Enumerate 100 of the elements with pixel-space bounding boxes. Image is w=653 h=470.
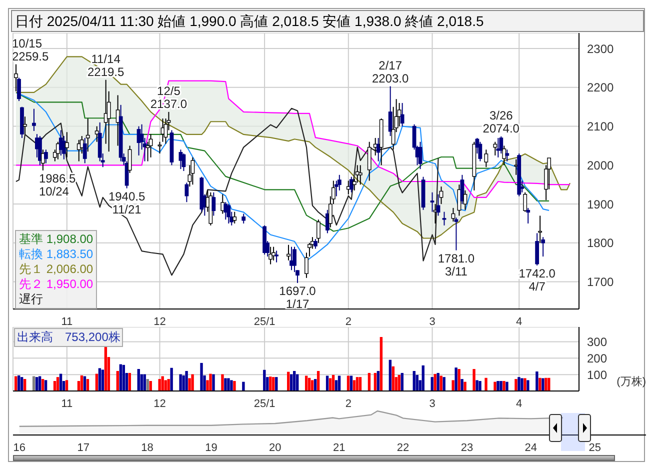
bar	[526, 380, 530, 391]
x-tick-label: 2	[345, 398, 352, 410]
annotation: 1697.0 1/17	[279, 284, 316, 311]
bar	[35, 377, 38, 391]
bar	[430, 377, 434, 391]
candlestick	[367, 141, 372, 182]
bar	[388, 360, 392, 391]
candlestick	[94, 126, 99, 142]
candlestick	[226, 204, 231, 224]
candlestick	[232, 211, 237, 224]
bar	[263, 370, 266, 391]
candlestick	[358, 164, 362, 186]
y-tick-label: 100	[587, 368, 608, 382]
candlestick	[484, 149, 488, 168]
bar	[350, 376, 353, 391]
bar	[230, 380, 233, 391]
x-tick-label: 22	[396, 442, 410, 454]
x-tick-label: 23	[460, 442, 474, 454]
candlestick	[274, 250, 278, 263]
x-tick-label: 11	[61, 398, 73, 410]
bar	[182, 375, 185, 391]
text: 転換 1,883.50	[19, 247, 94, 262]
candlestick	[44, 149, 48, 164]
y-tick-label: 300	[587, 335, 608, 350]
candlestick	[388, 86, 392, 137]
bar	[275, 377, 278, 391]
bar	[400, 372, 404, 391]
chart-title: 日付 2025/04/11 11:30 始値 1,990.0 高値 2,018.5 安値 1,938.0 終値 2,018.5	[11, 10, 644, 32]
candlestick	[23, 116, 27, 135]
bar	[161, 376, 164, 391]
bar	[392, 366, 395, 391]
candlestick	[38, 136, 42, 166]
candlestick	[286, 244, 290, 261]
bar	[442, 377, 446, 391]
bar	[374, 372, 377, 391]
candlestick	[17, 77, 21, 102]
x-tick-label: 3	[429, 316, 436, 328]
text: 先１ 2,006.00	[19, 262, 94, 277]
bar	[326, 376, 329, 391]
x-tick-label: 19	[205, 442, 218, 454]
bar	[32, 376, 36, 391]
candlestick	[418, 141, 422, 170]
candlestick	[541, 236, 546, 258]
bar	[137, 369, 140, 391]
bar	[542, 378, 544, 391]
bar	[293, 370, 296, 391]
bar	[494, 382, 496, 391]
bar	[352, 380, 356, 391]
bar	[434, 374, 436, 391]
candlestick	[502, 145, 506, 166]
bar	[116, 370, 120, 391]
candlestick	[439, 186, 444, 205]
bar	[548, 378, 550, 391]
bar	[440, 376, 442, 391]
candlestick	[184, 182, 189, 203]
bar	[484, 378, 488, 391]
x-tick-label: 21	[332, 442, 346, 454]
candlestick	[82, 137, 87, 164]
x-tick-label: 3	[429, 398, 436, 410]
bar	[536, 371, 538, 391]
candlestick	[268, 246, 272, 265]
line-series	[15, 108, 439, 276]
x-tick-label: 4	[516, 316, 522, 328]
chart-title: 出来高 753,200株	[14, 328, 124, 347]
y-tick-label: 2300	[587, 42, 614, 56]
text: 基準 1,908.00	[19, 232, 94, 247]
candlestick	[304, 252, 308, 278]
candlestick	[316, 219, 320, 244]
bar	[514, 379, 518, 391]
bar	[304, 376, 308, 391]
candlestick	[32, 108, 36, 132]
bar	[212, 374, 215, 391]
bar	[119, 364, 122, 391]
candlestick	[14, 64, 18, 92]
bar	[502, 380, 506, 391]
candlestick	[535, 232, 540, 266]
bar	[368, 372, 371, 391]
bar	[538, 378, 542, 391]
bar	[346, 376, 350, 391]
text: 遅行	[19, 292, 44, 307]
annotation: 1940.5 11/21	[108, 189, 146, 216]
bar	[170, 368, 173, 391]
bar	[332, 374, 335, 391]
bar	[209, 374, 212, 391]
bar	[164, 380, 167, 391]
bar	[56, 377, 60, 391]
candlestick	[158, 141, 162, 154]
bar	[452, 380, 454, 391]
x-tick-label: 17	[77, 442, 90, 454]
y-tick-label: 1900	[587, 197, 614, 212]
bar	[83, 376, 86, 391]
bar	[242, 382, 245, 391]
candlestick	[526, 207, 530, 224]
y-tick-label: 1700	[587, 275, 614, 290]
bar	[338, 376, 341, 391]
annotation: 1742.0 4/7	[518, 266, 556, 294]
bar	[524, 378, 526, 391]
candlestick	[190, 156, 195, 186]
bar	[128, 372, 131, 391]
bar	[358, 377, 362, 391]
